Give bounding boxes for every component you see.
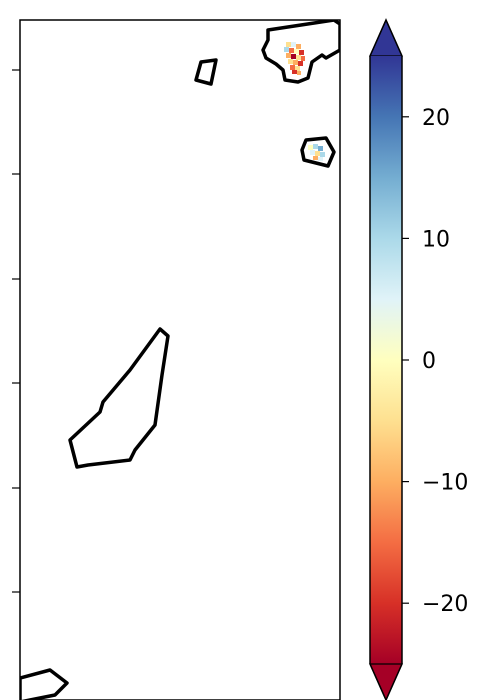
colorbar-body (370, 56, 402, 664)
colorbar-outline (369, 18, 403, 700)
colorbar-tick-label: 0 (422, 349, 436, 374)
colorbar-extend-min (369, 663, 403, 700)
colorbar-tick-label: 10 (422, 227, 450, 252)
region-outline-southwest (20, 668, 69, 700)
data-cells-northeast (284, 42, 305, 75)
map-y-ticks (12, 69, 20, 593)
colorbar-tick-label: −20 (422, 592, 468, 617)
region-outline-small-square (194, 58, 218, 86)
colorbar-tick-label: 20 (422, 106, 450, 131)
region-outline-central-island (68, 327, 170, 469)
colorbar-extend-max (369, 18, 403, 57)
colorbar: 20 10 0 −10 −20 (369, 18, 468, 700)
colorbar-ticks: 20 10 0 −10 −20 (402, 106, 468, 617)
map-frame (19, 19, 341, 700)
map-panel (12, 19, 341, 700)
data-cells-east (308, 144, 325, 161)
colorbar-tick-label: −10 (422, 471, 468, 496)
